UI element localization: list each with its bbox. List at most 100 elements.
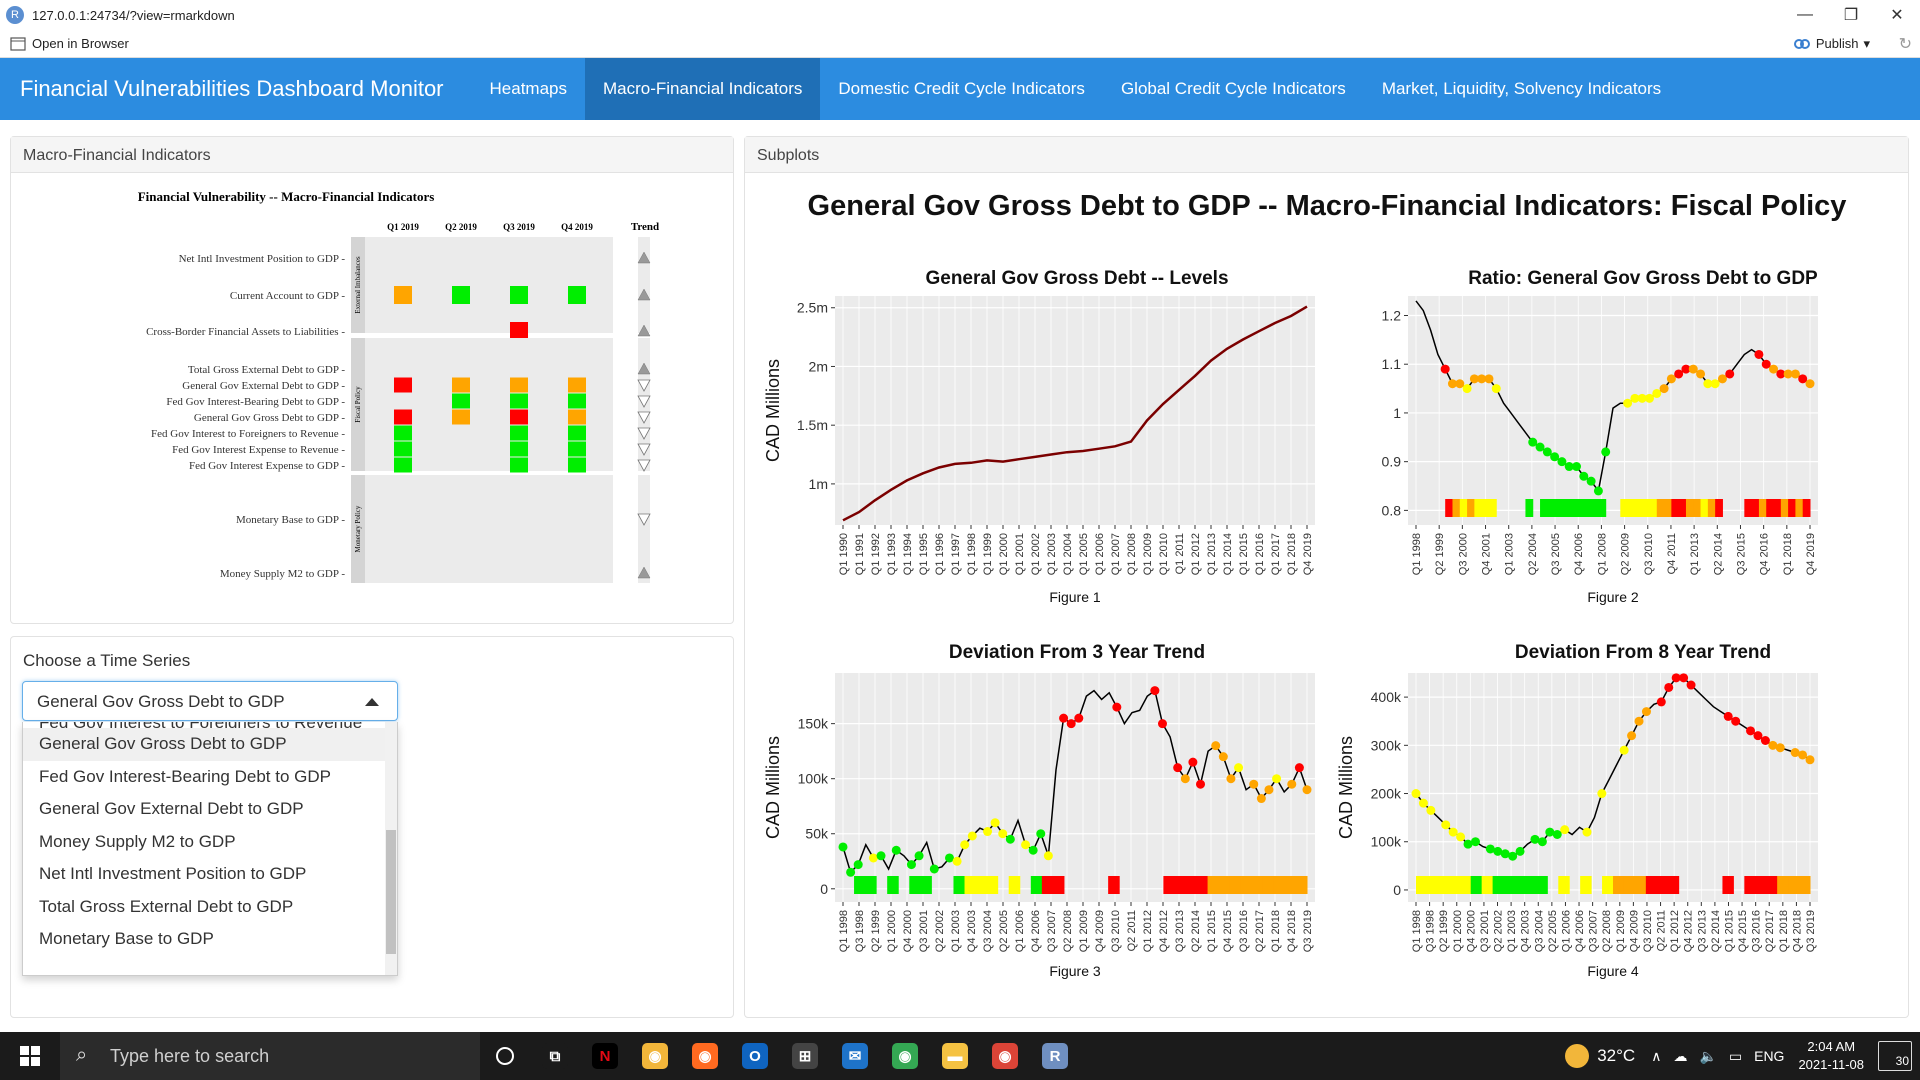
task-view-taskbar-button[interactable]: ⧉	[530, 1032, 580, 1080]
task-view-icon: ⧉	[542, 1043, 568, 1069]
signal-strip-cell	[1448, 876, 1461, 894]
series-line	[1415, 677, 1811, 858]
x-tick-label: Q4 2018	[1286, 910, 1298, 952]
data-point	[1666, 374, 1676, 384]
data-point	[1725, 369, 1735, 379]
window-url: 127.0.0.1:24734/?view=rmarkdown	[32, 7, 235, 23]
signal-strip-cell	[1163, 876, 1175, 894]
dropdown-option[interactable]: Money Supply M2 to GDP	[39, 831, 236, 851]
signal-strip-cell	[1642, 499, 1650, 517]
y-tick-label: 150k	[798, 716, 829, 732]
dropdown-scrollbar[interactable]	[385, 722, 397, 975]
x-tick-label: Q3 2001	[1479, 910, 1491, 952]
data-point	[1674, 369, 1684, 379]
firefox-taskbar-button[interactable]: ◉	[680, 1032, 730, 1080]
maximize-button[interactable]: ❐	[1843, 7, 1859, 24]
y-tick-label: 0	[1393, 882, 1401, 898]
tab-market-liquidity-solvency[interactable]: Market, Liquidity, Solvency Indicators	[1381, 79, 1662, 98]
signal-strip-cell	[920, 876, 932, 894]
data-point	[1196, 779, 1206, 789]
data-point	[1550, 452, 1560, 462]
file-explorer-taskbar-button[interactable]: ▬	[930, 1032, 980, 1080]
data-point	[1760, 735, 1770, 745]
chrome-profile-taskbar-button[interactable]: ◉	[980, 1032, 1030, 1080]
notification-center-button[interactable]: 30	[1878, 1041, 1912, 1071]
signal-strip-cell	[854, 876, 866, 894]
time-series-select[interactable]: General Gov Gross Debt to GDP	[22, 681, 398, 721]
language-indicator[interactable]: ENG	[1754, 1048, 1785, 1064]
scrollbar-thumb[interactable]	[386, 830, 396, 954]
search-placeholder: Type here to search	[110, 1045, 270, 1066]
y-axis-label: CAD Millions	[1336, 736, 1356, 839]
x-tick-label: Q1 2015	[1723, 910, 1735, 952]
speaker-icon[interactable]: 🔈	[1699, 1047, 1717, 1064]
signal-strip-cell	[1620, 499, 1629, 517]
dropdown-option[interactable]: General Gov External Debt to GDP	[39, 799, 304, 818]
signal-strip-cell	[1580, 876, 1592, 894]
data-point	[1462, 384, 1472, 394]
x-tick-label: Q4 2012	[1683, 910, 1695, 952]
data-point	[1703, 379, 1713, 389]
signal-strip-cell	[887, 876, 899, 894]
data-point	[960, 840, 970, 850]
select-dropdown-list[interactable]: Fed Gov Interest to Foreigners to Revenu…	[22, 722, 398, 976]
r-app-taskbar-button[interactable]: R	[1030, 1032, 1080, 1080]
dropdown-option[interactable]: Fed Gov Interest to Foreigners to Revenu…	[23, 722, 397, 728]
publish-button[interactable]: Publish ▾	[1793, 36, 1870, 52]
data-point	[1805, 755, 1815, 765]
dropdown-option-selected[interactable]: General Gov Gross Debt to GDP	[23, 728, 397, 761]
netflix-taskbar-button[interactable]: N	[580, 1032, 630, 1080]
signal-strip-cell	[1554, 499, 1563, 517]
tab-domestic-credit-cycle[interactable]: Domestic Credit Cycle Indicators	[838, 79, 1085, 98]
data-point	[1641, 707, 1651, 717]
tab-macro-financial-indicators[interactable]: Macro-Financial Indicators	[585, 58, 821, 120]
x-tick-label: Q1 2000	[998, 533, 1010, 575]
top-navbar: Financial Vulnerabilities Dashboard Moni…	[0, 58, 1920, 120]
network-icon[interactable]: ☁	[1673, 1047, 1688, 1064]
clock[interactable]: 2:04 AM 2021-11-08	[1798, 1038, 1864, 1074]
refresh-icon[interactable]: ↻	[1898, 35, 1912, 53]
minimize-button[interactable]: —	[1797, 6, 1813, 23]
heatmap-cell	[568, 457, 586, 473]
weather-widget[interactable]: 32°C	[1565, 1044, 1635, 1068]
x-tick-label: Q1 2014	[1222, 533, 1234, 575]
dropdown-option[interactable]: Net Intl Investment Position to GDP	[39, 864, 307, 883]
trend-down-icon	[637, 459, 651, 472]
mail-taskbar-button[interactable]: ✉	[830, 1032, 880, 1080]
windows-logo-icon	[20, 1046, 40, 1066]
start-button[interactable]	[0, 1032, 60, 1080]
store-taskbar-button[interactable]: ⊞	[780, 1032, 830, 1080]
tab-global-credit-cycle[interactable]: Global Credit Cycle Indicators	[1120, 79, 1346, 98]
data-point	[1671, 673, 1681, 683]
heatmap-strip	[351, 475, 365, 583]
data-point	[1470, 837, 1480, 847]
macro-financial-panel: Macro-Financial Indicators Financial Vul…	[10, 136, 734, 624]
data-point	[1746, 726, 1756, 736]
x-tick-label: Q3 1998	[1425, 910, 1437, 952]
open-in-browser-button[interactable]: Open in Browser	[10, 36, 129, 51]
data-point	[1579, 471, 1589, 481]
dropdown-option[interactable]: Total Gross External Debt to GDP	[39, 896, 294, 916]
cortana-button[interactable]	[480, 1032, 530, 1080]
signal-strip-cell	[1766, 876, 1778, 894]
data-point	[1731, 716, 1741, 726]
app-brand-title[interactable]: Financial Vulnerabilities Dashboard Moni…	[20, 76, 444, 101]
chrome-alt-taskbar-button[interactable]: ◉	[630, 1032, 680, 1080]
signal-strip-cell	[1467, 499, 1475, 517]
heatmap-column-label: Q3 2019	[503, 222, 535, 232]
dropdown-option[interactable]: Monetary Base to GDP	[39, 929, 214, 948]
search-icon: ⌕	[76, 1044, 88, 1066]
taskbar-search[interactable]: ⌕ Type here to search	[60, 1032, 480, 1080]
tray-chevron-icon[interactable]: ∧	[1651, 1047, 1662, 1064]
clock-date: 2021-11-08	[1798, 1057, 1864, 1072]
signal-strip-cell	[1251, 876, 1264, 894]
dropdown-option[interactable]: Fed Gov Interest-Bearing Debt to GDP	[39, 766, 331, 786]
battery-icon[interactable]: ▭	[1728, 1047, 1743, 1064]
tab-heatmaps[interactable]: Heatmaps	[489, 79, 567, 98]
signal-strip-cell	[1700, 499, 1709, 517]
x-tick-label: Q2 2008	[1062, 910, 1074, 952]
data-point	[1005, 834, 1015, 844]
close-button[interactable]: ✕	[1890, 7, 1904, 24]
chrome-taskbar-button[interactable]: ◉	[880, 1032, 930, 1080]
outlook-taskbar-button[interactable]: O	[730, 1032, 780, 1080]
